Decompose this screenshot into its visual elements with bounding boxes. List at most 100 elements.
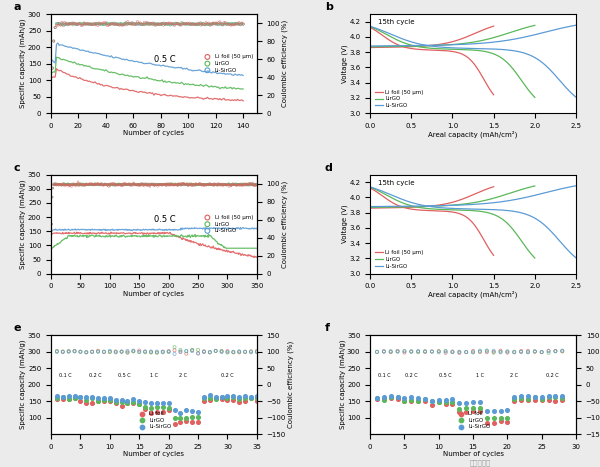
Point bbox=[77, 181, 87, 189]
Point bbox=[530, 394, 539, 401]
Point bbox=[241, 392, 250, 400]
Point bbox=[213, 181, 223, 188]
Point bbox=[530, 393, 539, 400]
Point bbox=[193, 181, 202, 188]
Point bbox=[146, 181, 155, 188]
Point bbox=[133, 181, 142, 188]
Point bbox=[190, 180, 199, 188]
Point bbox=[192, 181, 202, 189]
Y-axis label: Coulombic efficiency (%): Coulombic efficiency (%) bbox=[281, 181, 288, 268]
Point bbox=[81, 181, 91, 189]
Point bbox=[245, 181, 255, 188]
Point bbox=[88, 181, 98, 188]
Point bbox=[91, 180, 101, 188]
Point bbox=[238, 21, 248, 28]
Point bbox=[251, 181, 261, 189]
Point bbox=[180, 180, 190, 188]
Point bbox=[71, 180, 81, 188]
Point bbox=[161, 182, 171, 190]
Point bbox=[174, 20, 184, 28]
Point bbox=[241, 180, 251, 188]
Point bbox=[455, 409, 464, 416]
Point bbox=[468, 348, 478, 356]
Point bbox=[86, 181, 95, 188]
Point bbox=[208, 181, 218, 189]
Point bbox=[82, 181, 92, 189]
Point bbox=[372, 348, 382, 356]
Point bbox=[117, 180, 127, 188]
Point bbox=[120, 181, 130, 188]
Point bbox=[194, 20, 204, 27]
Point bbox=[190, 21, 200, 28]
Point bbox=[91, 180, 100, 187]
Point bbox=[106, 181, 115, 188]
Point bbox=[230, 181, 240, 188]
Point bbox=[113, 180, 122, 188]
Point bbox=[135, 180, 145, 188]
Point bbox=[199, 393, 209, 401]
Point bbox=[393, 396, 403, 403]
Point bbox=[75, 20, 85, 28]
Point bbox=[173, 181, 183, 188]
Point bbox=[77, 182, 86, 189]
Point bbox=[455, 349, 464, 357]
Point bbox=[49, 181, 59, 189]
Point bbox=[179, 181, 189, 188]
Point bbox=[187, 181, 197, 188]
Point bbox=[58, 396, 68, 403]
Point bbox=[60, 181, 70, 188]
Point bbox=[142, 19, 152, 26]
Point bbox=[406, 348, 416, 355]
X-axis label: Number of cycles: Number of cycles bbox=[124, 452, 184, 457]
Point bbox=[516, 347, 526, 355]
Point bbox=[544, 347, 553, 355]
Point bbox=[47, 193, 57, 201]
Point bbox=[88, 181, 97, 188]
Point bbox=[113, 181, 122, 188]
Point bbox=[80, 20, 90, 28]
Point bbox=[252, 394, 262, 401]
Point bbox=[119, 179, 129, 187]
Point bbox=[60, 21, 70, 28]
Point bbox=[235, 395, 244, 402]
Point bbox=[232, 180, 242, 188]
Point bbox=[516, 395, 526, 402]
Point bbox=[250, 182, 259, 190]
Point bbox=[188, 20, 197, 28]
Point bbox=[223, 394, 232, 401]
Point bbox=[85, 179, 95, 187]
Point bbox=[86, 180, 96, 188]
Point bbox=[214, 180, 224, 188]
Point bbox=[124, 180, 133, 187]
Point bbox=[455, 400, 464, 407]
Point bbox=[184, 20, 193, 28]
Point bbox=[109, 181, 119, 188]
Point bbox=[523, 396, 533, 404]
Point bbox=[145, 181, 155, 188]
Point bbox=[222, 20, 232, 28]
Point bbox=[238, 181, 247, 188]
Point bbox=[161, 180, 171, 188]
Point bbox=[109, 179, 118, 187]
Point bbox=[81, 181, 91, 188]
Point bbox=[223, 347, 232, 355]
Point bbox=[379, 347, 389, 355]
Point bbox=[111, 181, 121, 188]
Point bbox=[68, 180, 77, 188]
Point bbox=[64, 396, 73, 403]
Point bbox=[164, 181, 173, 188]
Point bbox=[182, 180, 192, 187]
Point bbox=[198, 181, 208, 189]
Point bbox=[104, 180, 114, 188]
Point bbox=[140, 181, 149, 188]
Point bbox=[138, 20, 148, 28]
Point bbox=[448, 348, 457, 355]
Point bbox=[190, 21, 200, 28]
Point bbox=[197, 181, 206, 188]
Point bbox=[211, 19, 221, 27]
Point bbox=[82, 20, 91, 28]
Point bbox=[246, 348, 256, 356]
Point bbox=[455, 405, 464, 412]
Point bbox=[420, 348, 430, 355]
Point bbox=[104, 181, 113, 189]
